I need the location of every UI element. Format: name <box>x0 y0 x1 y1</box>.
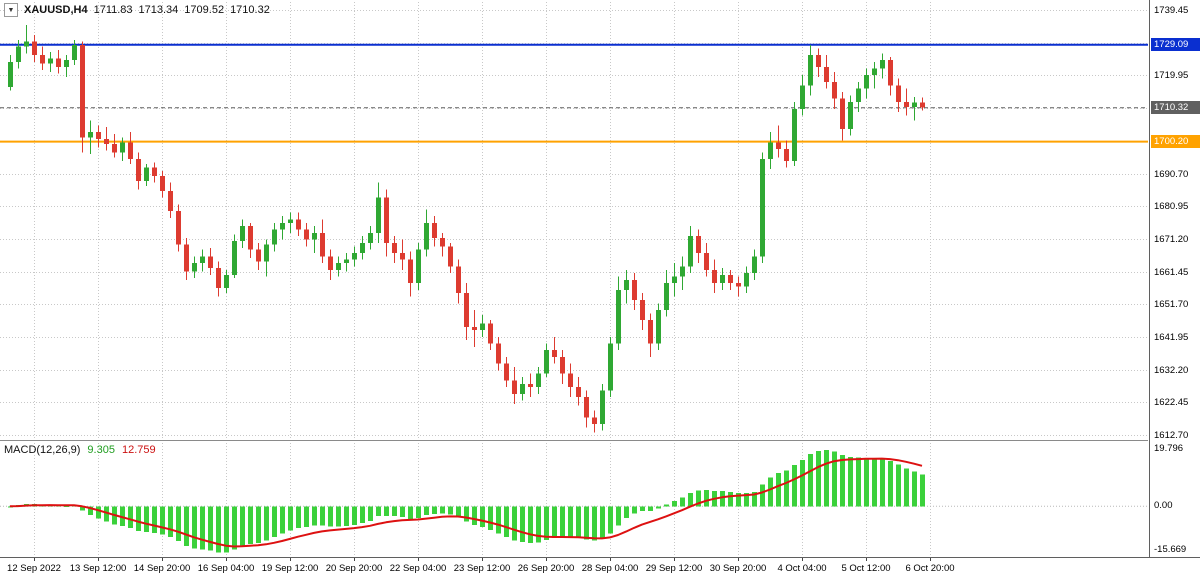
price-axis-label: 1671.20 <box>1154 233 1189 245</box>
indicator-signal-value: 12.759 <box>121 444 156 456</box>
candles-layer <box>8 24 925 433</box>
time-axis-tick <box>34 558 35 561</box>
macd-axis-min: -15.669 <box>1154 544 1187 555</box>
indicator-macd-value: 9.305 <box>87 444 115 456</box>
time-axis-tick <box>162 558 163 561</box>
time-axis-label: 29 Sep 12:00 <box>645 563 703 574</box>
indicator-label: MACD(12,26,9) 9.305 12.759 <box>4 444 156 456</box>
level-lines-layer <box>0 43 1148 143</box>
price-axis-label: 1612.70 <box>1154 429 1189 441</box>
one-click-trading-toggle[interactable]: ▼ <box>4 3 18 17</box>
time-axis-tick <box>418 558 419 561</box>
time-axis-label: 30 Sep 20:00 <box>709 563 767 574</box>
time-axis-tick <box>354 558 355 561</box>
time-axis-tick <box>98 558 99 561</box>
time-axis-tick <box>482 558 483 561</box>
time-axis-tick <box>674 558 675 561</box>
time-axis-tick <box>802 558 803 561</box>
time-axis-tick <box>866 558 867 561</box>
price-axis-label: 1622.45 <box>1154 396 1189 408</box>
price-scale[interactable]: 19.796 0.00 -15.669 1739.451729.701719.9… <box>1149 0 1200 557</box>
time-axis-label: 16 Sep 04:00 <box>197 563 255 574</box>
time-axis-label: 19 Sep 12:00 <box>261 563 319 574</box>
macd-axis-max: 19.796 <box>1154 443 1184 454</box>
grid-layer <box>0 2 1148 556</box>
symbol-period-label: XAUUSD,H4 <box>24 4 88 16</box>
chart-plot-area[interactable] <box>0 0 1149 557</box>
time-axis-tick <box>226 558 227 561</box>
price-badge-bid: 1710.32 <box>1151 100 1200 114</box>
time-axis-label: 12 Sep 2022 <box>7 563 61 574</box>
indicator-name: MACD(12,26,9) <box>4 444 81 456</box>
time-axis-label: 13 Sep 12:00 <box>69 563 127 574</box>
chart-info-bar: ▼ XAUUSD,H4 1711.83 1713.34 1709.52 1710… <box>4 3 270 17</box>
time-axis[interactable]: 12 Sep 2022 13 Sep 12:00 14 Sep 20:00 16 Se… <box>0 557 1200 580</box>
time-axis-label: 14 Sep 20:00 <box>133 563 191 574</box>
ohlc-high: 1713.34 <box>138 4 179 16</box>
time-axis-tick <box>738 558 739 561</box>
ohlc-open: 1711.83 <box>93 4 133 16</box>
time-axis-tick <box>610 558 611 561</box>
ohlc-low: 1709.52 <box>184 4 225 16</box>
time-axis-label: 22 Sep 04:00 <box>389 563 447 574</box>
time-axis-tick <box>546 558 547 561</box>
price-axis-label: 1739.45 <box>1154 4 1189 16</box>
time-axis-label: 28 Sep 04:00 <box>581 563 639 574</box>
price-badge-resistance: 1729.09 <box>1151 37 1200 51</box>
price-badge-support: 1700.20 <box>1151 134 1200 148</box>
price-axis-label: 1690.70 <box>1154 168 1189 180</box>
macd-histogram <box>8 450 925 553</box>
time-axis-label: 5 Oct 12:00 <box>841 563 891 574</box>
price-axis-label: 1641.95 <box>1154 331 1189 343</box>
time-axis-label: 20 Sep 20:00 <box>325 563 383 574</box>
time-axis-label: 26 Sep 20:00 <box>517 563 575 574</box>
price-axis-label: 1680.95 <box>1154 200 1189 212</box>
ohlc-close: 1710.32 <box>230 4 270 16</box>
chevron-down-icon: ▼ <box>7 6 15 14</box>
price-axis-label: 1661.45 <box>1154 266 1189 278</box>
macd-axis-zero: 0.00 <box>1154 500 1173 512</box>
price-axis-label: 1632.20 <box>1154 364 1189 376</box>
macd-signal-line <box>9 457 923 548</box>
price-axis-label: 1651.70 <box>1154 298 1189 310</box>
time-axis-tick <box>290 558 291 561</box>
time-axis-label: 6 Oct 20:00 <box>905 563 955 574</box>
price-axis-label: 1719.95 <box>1154 69 1189 81</box>
time-axis-label: 23 Sep 12:00 <box>453 563 511 574</box>
time-axis-tick <box>930 558 931 561</box>
time-axis-label: 4 Oct 04:00 <box>777 563 827 574</box>
